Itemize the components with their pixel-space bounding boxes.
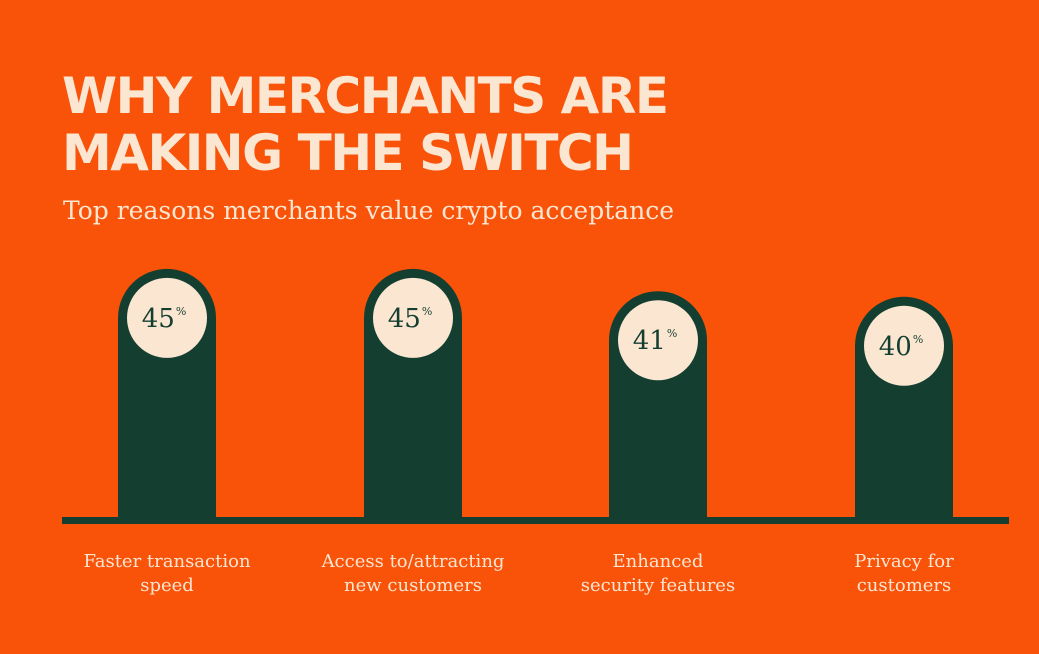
data-label-2: 45% — [388, 304, 433, 334]
page-title: WHY MERCHANTS ARE MAKING THE SWITCH — [62, 68, 962, 182]
bar-group-3: 41% — [609, 291, 707, 520]
value-circle-3 — [618, 300, 698, 381]
title-line-1: WHY MERCHANTS ARE — [62, 67, 669, 125]
value-circle-1 — [127, 277, 207, 358]
category-label-1: Faster transaction speed — [83, 551, 250, 596]
category-label-4: Privacy for customers — [854, 551, 954, 596]
value-circle-2 — [373, 277, 453, 358]
data-label-4: 40% — [879, 332, 924, 362]
data-label-3: 41% — [633, 326, 678, 356]
value-circle-4 — [864, 305, 944, 386]
baseline-axis — [62, 517, 1009, 524]
bar-group-2: 45% — [364, 268, 462, 520]
category-label-2: Access to/attracting new customers — [321, 551, 505, 596]
page-subtitle: Top reasons merchants value crypto accep… — [63, 196, 675, 225]
data-label-1: 45% — [142, 304, 187, 334]
category-label-3: Enhanced security features — [581, 551, 735, 596]
title-line-2: MAKING THE SWITCH — [62, 124, 634, 182]
bar-group-1: 45% — [118, 268, 216, 520]
bar-group-4: 40% — [855, 296, 953, 520]
